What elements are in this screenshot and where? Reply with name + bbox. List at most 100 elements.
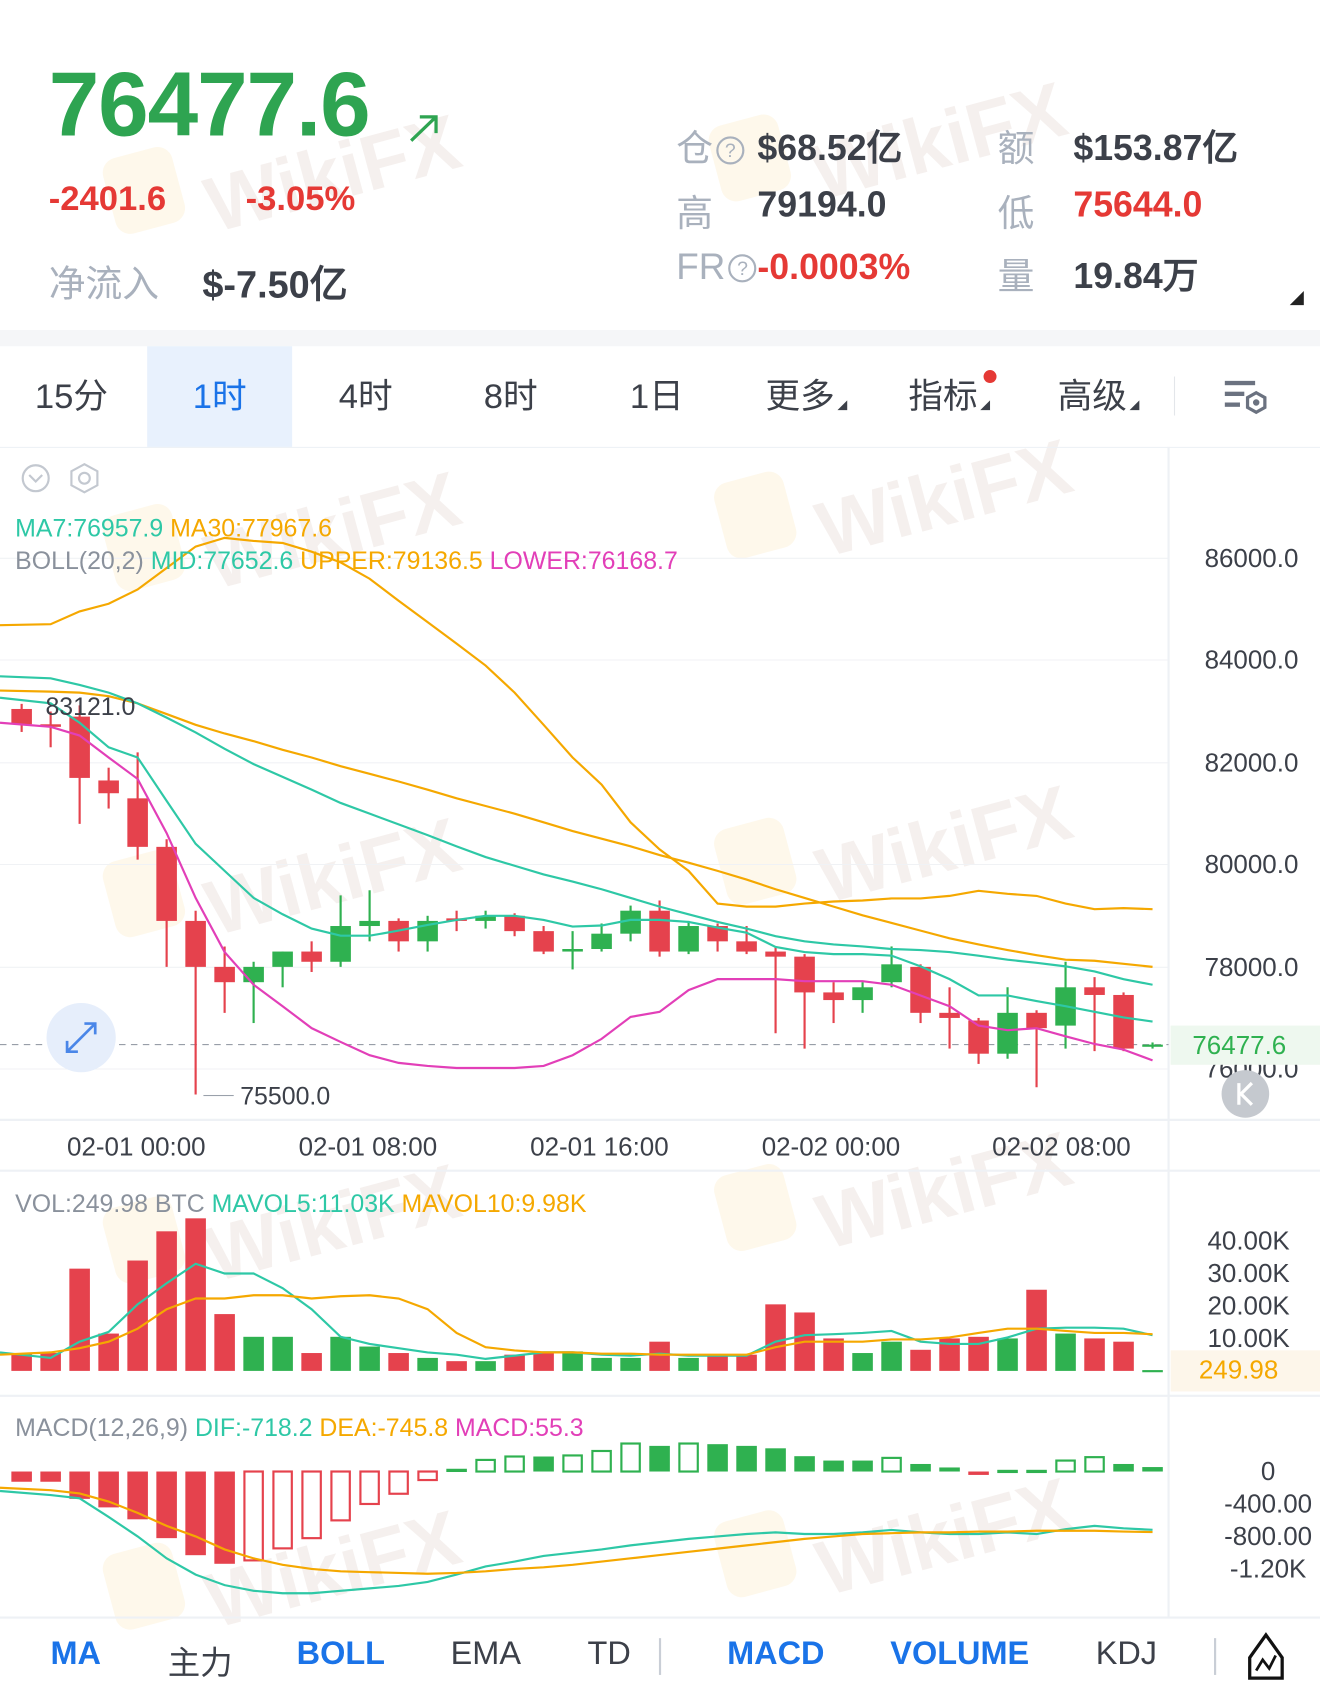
volume-bar <box>214 1314 235 1371</box>
volume-bar <box>765 1304 786 1371</box>
indicator-tab-main-force[interactable]: 主力 <box>167 1645 233 1682</box>
timeframe-tabs: 15分 1时 4时 8时 1日 更多 指标 高级 <box>0 346 1320 448</box>
help-icon[interactable]: ? <box>716 136 745 165</box>
collapse-chevron-icon[interactable] <box>21 463 51 493</box>
indicator-tab-ema[interactable]: EMA <box>450 1635 521 1672</box>
volume-bar <box>359 1346 380 1371</box>
candle-down <box>765 951 786 957</box>
candle-up <box>272 951 293 967</box>
macd-bar-hollow <box>359 1470 380 1506</box>
volume-bar <box>1084 1338 1105 1371</box>
ma30-legend: MA30:77967.6 <box>170 513 333 543</box>
candle-down <box>910 966 931 1013</box>
volume-bar <box>11 1353 32 1371</box>
scroll-to-latest-button[interactable] <box>1220 1069 1270 1119</box>
macd-bar <box>1026 1469 1047 1474</box>
expand-stats-triangle-icon[interactable] <box>1289 291 1304 306</box>
stat-value: 75644.0 <box>1073 183 1203 224</box>
tab-indicators[interactable]: 指标 <box>879 346 1020 447</box>
macd-bar <box>446 1468 467 1473</box>
stat-label: 高 <box>676 193 714 235</box>
indicator-tab-kdj[interactable]: KDJ <box>1095 1635 1158 1672</box>
indicator-tab-volume[interactable]: VOLUME <box>890 1635 1030 1672</box>
candle-down <box>98 780 119 794</box>
tab-advanced[interactable]: 高级 <box>1028 346 1169 447</box>
net-inflow-label: 净流入 <box>48 264 160 306</box>
macd-bar <box>968 1471 989 1475</box>
indicator-tab-separator <box>1214 1638 1217 1675</box>
macd-bar-hollow <box>504 1455 525 1473</box>
volume-bar <box>475 1361 496 1371</box>
volume-legend: VOL:249.98 BTC MAVOL5:11.03K MAVOL10:9.9… <box>15 1189 586 1218</box>
ma7-line <box>0 696 1153 1023</box>
candle-down <box>69 716 90 778</box>
macd-bar <box>910 1463 931 1472</box>
volume-axis-label: 20.00K <box>1207 1291 1290 1321</box>
candle-down <box>939 1012 960 1018</box>
low-marker-label: 75500.0 <box>240 1082 331 1111</box>
candle-down <box>649 910 670 952</box>
time-axis-label: 02-01 16:00 <box>530 1132 669 1162</box>
indicator-tab-td[interactable]: TD <box>587 1635 631 1672</box>
drawing-tool-icon[interactable] <box>1246 1632 1285 1682</box>
volume-bar <box>1026 1289 1047 1371</box>
indicator-settings-icon[interactable] <box>68 462 100 494</box>
help-icon[interactable]: ? <box>728 254 757 283</box>
macd-bar <box>997 1469 1018 1474</box>
stat-label: 低 <box>997 193 1035 235</box>
candle-down <box>707 926 728 942</box>
macd-bar <box>127 1471 148 1520</box>
tab-4h[interactable]: 4时 <box>294 346 437 447</box>
price-axis-label: 86000.0 <box>1205 543 1299 573</box>
price-axis-label: 84000.0 <box>1205 645 1299 675</box>
caret-icon <box>979 400 990 411</box>
stat-value: -0.0003% <box>757 246 911 287</box>
macd-bar-hollow <box>272 1470 293 1550</box>
chart-settings-icon[interactable] <box>1223 379 1271 418</box>
tab-label: 1日 <box>629 376 684 416</box>
volume-bar <box>533 1353 554 1371</box>
stat-label: FR? <box>676 247 757 289</box>
indicator-tab-macd[interactable]: MACD <box>727 1635 825 1672</box>
price-change: -2401.6 <box>48 178 167 218</box>
caret-icon <box>1129 400 1139 411</box>
volume-bar <box>1113 1341 1134 1371</box>
tab-8h[interactable]: 8时 <box>439 346 582 447</box>
macd-bar <box>533 1456 554 1472</box>
volume-bar <box>852 1353 873 1371</box>
upper-line <box>0 536 1153 911</box>
current-volume-tag <box>1170 1350 1320 1392</box>
tab-more[interactable]: 更多 <box>736 346 877 447</box>
tab-label: 1时 <box>192 376 247 416</box>
volume-axis-label: 10.00K <box>1207 1323 1290 1353</box>
fullscreen-expand-button[interactable] <box>45 1002 116 1073</box>
tab-1d[interactable]: 1日 <box>585 346 728 447</box>
macd-bar-hollow <box>1084 1456 1105 1473</box>
macd-bar-hollow <box>562 1454 583 1473</box>
volume-bar <box>939 1338 960 1371</box>
time-axis-label: 02-02 00:00 <box>762 1132 901 1162</box>
candle-up <box>243 966 264 983</box>
dif-line <box>0 1489 1153 1595</box>
volume-bar <box>1055 1333 1076 1371</box>
macd-bar <box>98 1471 119 1508</box>
volume-bar <box>330 1336 351 1371</box>
tab-label: 15分 <box>34 376 108 416</box>
price-axis-label: 78000.0 <box>1205 952 1299 982</box>
macd-bar-hollow <box>881 1456 902 1473</box>
macd-bar-hollow <box>591 1449 612 1473</box>
volume-bar <box>1142 1370 1163 1373</box>
indicator-tab-separator <box>658 1638 662 1675</box>
mid-line <box>0 675 1153 986</box>
tab-1h[interactable]: 1时 <box>147 346 293 447</box>
dea-line <box>0 1486 1153 1575</box>
current-price-tag <box>1170 1025 1320 1065</box>
macd-bar-hollow <box>417 1470 438 1482</box>
volume-bar <box>736 1354 757 1371</box>
indicator-tab-ma[interactable]: MA <box>50 1635 101 1672</box>
tab-15m[interactable]: 15分 <box>0 346 143 447</box>
macd-axis-label: -1.20K <box>1230 1554 1307 1584</box>
indicator-tab-boll[interactable]: BOLL <box>296 1635 386 1672</box>
macd-bar-hollow <box>388 1470 409 1495</box>
candle-down <box>11 708 32 725</box>
